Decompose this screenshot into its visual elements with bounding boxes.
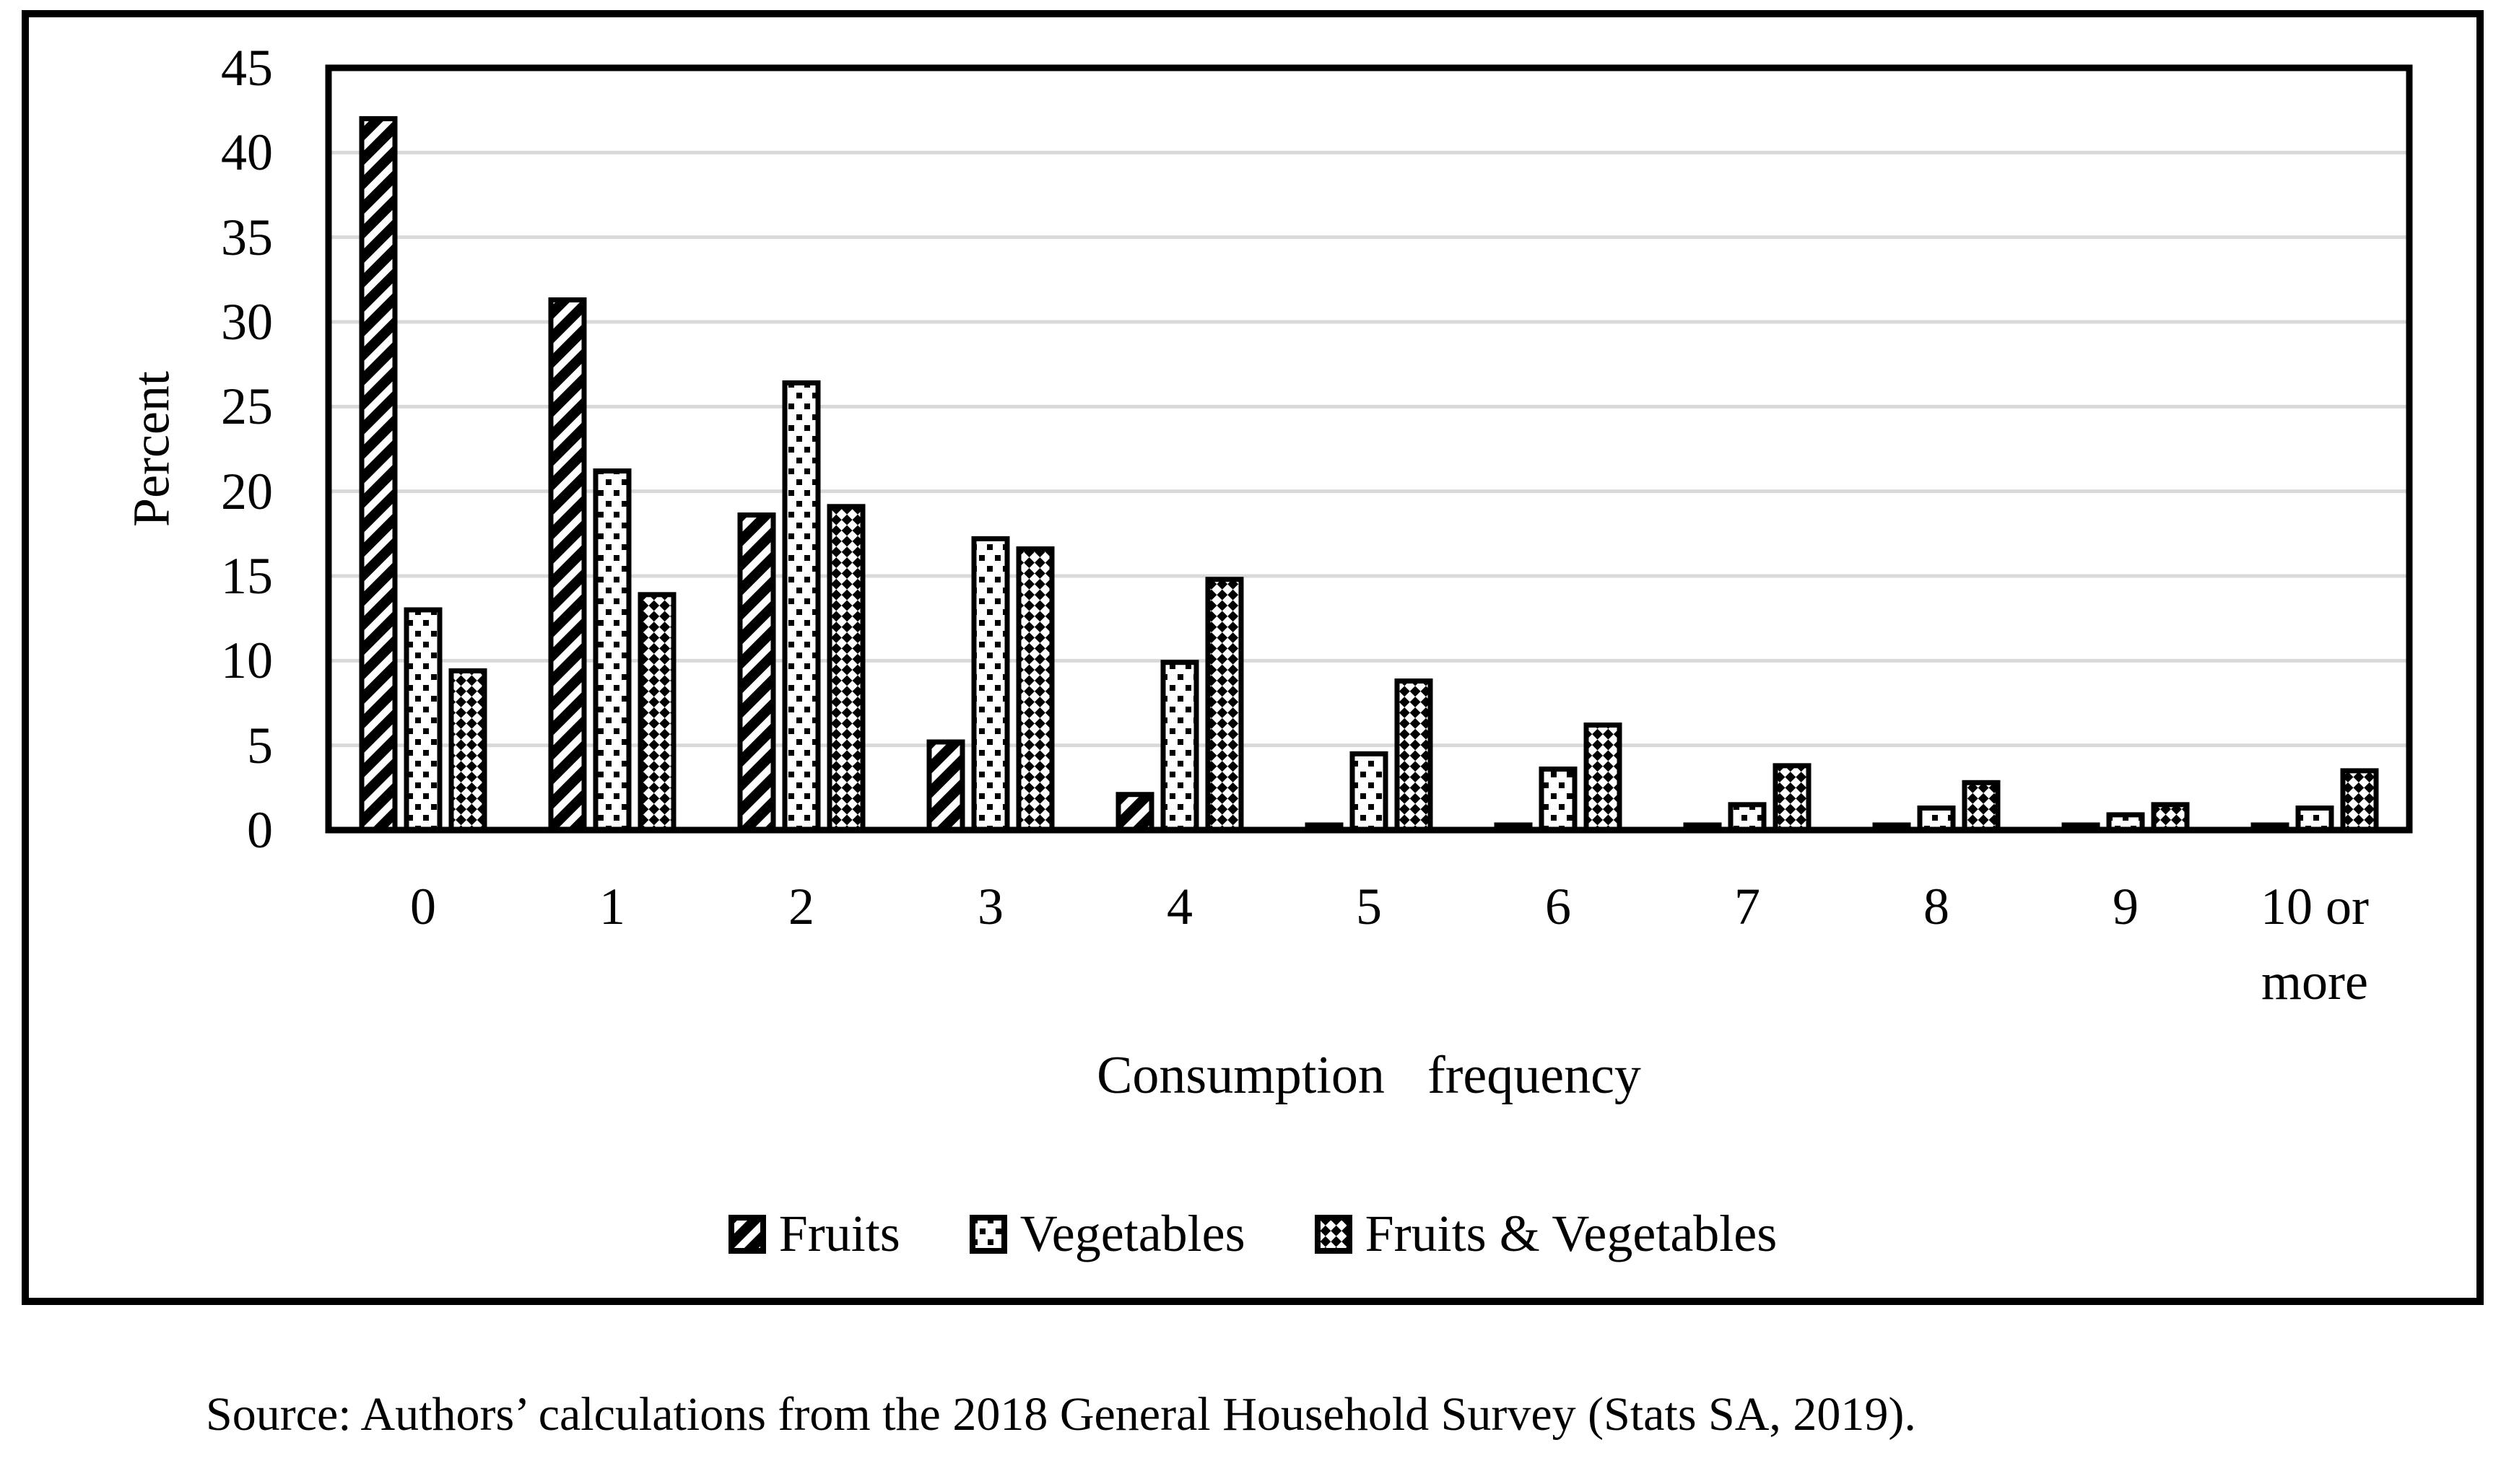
y-tick-label-40: 40 (221, 123, 273, 182)
bar-checkerboard-category-4 (1205, 577, 1244, 833)
bar-square-dots-category-3 (971, 536, 1010, 833)
bar-diagonal-stripes-category-1 (548, 297, 587, 833)
y-tick-label-30: 30 (221, 293, 273, 351)
bar-checkerboard-category-3 (1016, 546, 1055, 833)
source-note: Source: Authors’ calculations from the 2… (206, 1388, 1916, 1441)
y-tick-label-15: 15 (221, 547, 273, 605)
bar-square-dots-category-7 (1728, 802, 1767, 833)
legend-label-fruits-and-vegetables: Fruits & Vegetables (1365, 1205, 1778, 1262)
x-tick-label-9: 9 (2113, 878, 2139, 935)
bar-diagonal-stripes-category-4 (1115, 792, 1154, 833)
x-tick-label-1: 1 (599, 878, 625, 935)
legend-swatch-fruits-and-vegetables-icon (1314, 1214, 1352, 1254)
plot-border (325, 64, 2413, 834)
bar-square-dots-category-1 (593, 468, 632, 833)
bar-checkerboard-category-8 (1962, 780, 2001, 833)
bar-square-dots-category-5 (1349, 751, 1388, 833)
bar-checkerboard-category-5 (1394, 678, 1433, 833)
x-axis-title: Consumption frequency (1097, 1046, 1641, 1105)
y-tick-label-5: 5 (247, 716, 273, 774)
bar-checkerboard-category-6 (1583, 723, 1622, 833)
legend-label-fruits: Fruits (778, 1205, 900, 1262)
bar-square-dots-category-0 (404, 607, 443, 833)
bar-diagonal-stripes-category-0 (359, 115, 398, 833)
bar-square-dots-category-4 (1160, 660, 1199, 833)
bar-square-dots-category-10-or-more (2295, 805, 2334, 833)
bar-checkerboard-category-9 (2151, 802, 2190, 833)
y-tick-label-10: 10 (221, 632, 273, 690)
y-tick-label-35: 35 (221, 208, 273, 266)
bar-square-dots-category-6 (1539, 767, 1578, 833)
y-tick-label-0: 0 (247, 801, 273, 859)
x-tick-label-0: 0 (410, 878, 436, 935)
bar-diagonal-stripes-category-2 (737, 512, 776, 833)
legend-label-vegetables: Vegetables (1019, 1205, 1245, 1262)
legend-swatch-vegetables-icon (969, 1214, 1007, 1254)
y-tick-label-45: 45 (221, 39, 273, 97)
legend-swatch-fruits-icon (728, 1214, 766, 1254)
bar-square-dots-category-8 (1917, 805, 1956, 833)
x-tick-label-6: 6 (1545, 878, 1571, 935)
bar-checkerboard-category-1 (638, 592, 677, 833)
x-tick-label-5: 5 (1356, 878, 1382, 935)
x-tick-label-8: 8 (1923, 878, 1949, 935)
legend-item-fruits: Fruits (728, 1204, 900, 1264)
bar-diagonal-stripes-category-3 (926, 739, 965, 833)
x-tick-label-7: 7 (1734, 878, 1760, 935)
legend-item-fruits-and-vegetables: Fruits & Vegetables (1314, 1204, 1778, 1264)
bar-checkerboard-category-10-or-more (2340, 768, 2379, 833)
y-tick-label-25: 25 (221, 377, 273, 436)
y-tick-label-20: 20 (221, 462, 273, 520)
x-tick-label-4: 4 (1167, 878, 1193, 935)
bar-checkerboard-category-0 (448, 668, 487, 833)
x-tick-label-10-or-more: 10 or more (2261, 878, 2369, 1011)
bar-checkerboard-category-2 (827, 504, 866, 833)
x-tick-label-3: 3 (978, 878, 1004, 935)
bar-checkerboard-category-7 (1773, 763, 1811, 833)
x-tick-label-2: 2 (788, 878, 814, 935)
legend-item-vegetables: Vegetables (969, 1204, 1245, 1264)
bar-square-dots-category-2 (782, 380, 821, 833)
chart-legend: Fruits Vegetables Fruits & Vegetables (22, 1204, 2484, 1264)
